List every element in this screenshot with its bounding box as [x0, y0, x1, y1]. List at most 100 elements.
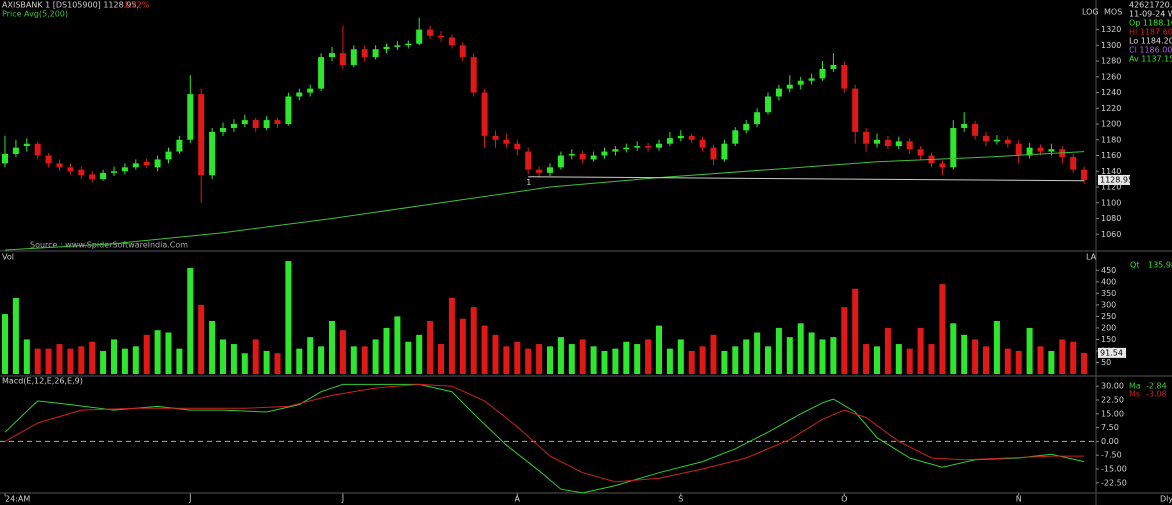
volume-bar [961, 334, 968, 374]
candle-body [285, 96, 292, 125]
volume-bar [972, 339, 979, 374]
candle-body [438, 35, 444, 38]
volume-bar [993, 320, 1000, 374]
candle-body [993, 139, 1000, 142]
volume-bar [121, 348, 128, 374]
candle-body [688, 135, 695, 140]
candle-body [492, 135, 499, 140]
volume-bar [285, 261, 292, 374]
y-tick-label: 1300 [1101, 41, 1121, 50]
volume-bar [481, 325, 488, 374]
volume-bar [470, 307, 477, 374]
volume-bar [1026, 327, 1033, 374]
volume-bar [56, 344, 63, 374]
volume-bar [89, 341, 96, 374]
candle-body [394, 45, 401, 47]
candle-body [765, 96, 771, 113]
candle-body [154, 159, 161, 168]
volume-bar [612, 348, 619, 374]
candle-body [710, 147, 717, 160]
volume-bar [786, 337, 793, 374]
candle-body [121, 167, 128, 172]
x-tick-label: J [341, 495, 344, 504]
candle-body [89, 174, 96, 180]
volume-bar [732, 346, 739, 374]
volume-bar [863, 344, 870, 374]
y-tick-label: 1140 [1101, 167, 1121, 176]
candle-body [579, 153, 586, 160]
trendline [528, 176, 1085, 182]
candle-body [274, 120, 281, 125]
qty-label: Qt [1130, 261, 1139, 270]
info-label: Op 1188.10 [1129, 19, 1172, 28]
candle-body [863, 131, 870, 144]
volume-bar [361, 346, 368, 374]
candle-body [405, 43, 412, 46]
volume-bar [819, 339, 826, 374]
candle-body [634, 146, 641, 148]
volume-bar [1015, 350, 1022, 374]
y-tick-label: 1280 [1101, 57, 1121, 66]
candle-body [230, 124, 237, 128]
volume-bar [645, 339, 652, 374]
candle-body [307, 88, 314, 93]
volume-bar [939, 284, 946, 374]
volume-bar [601, 350, 608, 374]
volume-bar [503, 346, 510, 374]
y-tick-label: 250 [1101, 312, 1116, 321]
candle-body [721, 143, 728, 160]
candle-body [525, 151, 532, 170]
candle-body [12, 147, 19, 154]
volume-bar [100, 350, 107, 374]
y-tick-label: 1120 [1101, 183, 1121, 192]
volume-bar [187, 267, 194, 374]
candle-body [132, 163, 139, 168]
candle-body [100, 172, 107, 180]
candle-body [187, 94, 194, 140]
volume-bar [459, 318, 466, 374]
volume-bar [34, 348, 41, 374]
y-tick-label: 450 [1101, 266, 1116, 275]
volume-bar [536, 344, 543, 374]
volume-bar [78, 346, 85, 374]
volume-bar [547, 346, 553, 374]
candle-body [176, 139, 183, 152]
volume-bar [448, 297, 455, 374]
y-tick-label: 1240 [1101, 88, 1121, 97]
volume-bar [623, 341, 630, 374]
candle-body [895, 141, 902, 147]
volume-bar [296, 348, 303, 374]
candle-body [165, 151, 172, 160]
x-tick-label: O [841, 495, 847, 504]
legend-name: Ms [1129, 390, 1140, 399]
volume-bar [176, 348, 183, 374]
volume-bar [12, 297, 19, 374]
candle-body [263, 120, 270, 128]
volume-bar [329, 320, 335, 374]
candle-body [743, 124, 750, 131]
volume-bar [209, 320, 216, 374]
candle-body [841, 64, 848, 89]
volume-bar [983, 346, 989, 374]
y-tick-label: 1160 [1101, 151, 1121, 160]
volume-bar [67, 348, 74, 374]
moving-average [4, 151, 1085, 251]
legend-name: Ma [1129, 382, 1141, 391]
volume-bar [2, 314, 8, 374]
y-tick-label: 0.00 [1101, 437, 1119, 446]
volume-bar [350, 346, 357, 374]
candle-body [198, 94, 205, 176]
candle-body [775, 88, 782, 97]
y-tick-label: 7.50 [1101, 423, 1119, 432]
y-tick-label: 1080 [1101, 214, 1121, 223]
volume-bar [884, 327, 891, 374]
info-label: 11-09-24 We [1129, 10, 1172, 19]
candle-body [1026, 147, 1033, 156]
volume-bar [492, 334, 499, 374]
y-tick-label: 30.00 [1101, 382, 1124, 391]
legend-value: -2.84 [1146, 382, 1167, 391]
volume-bar [198, 304, 205, 374]
candle-body [448, 37, 455, 46]
candle-body [917, 149, 924, 156]
